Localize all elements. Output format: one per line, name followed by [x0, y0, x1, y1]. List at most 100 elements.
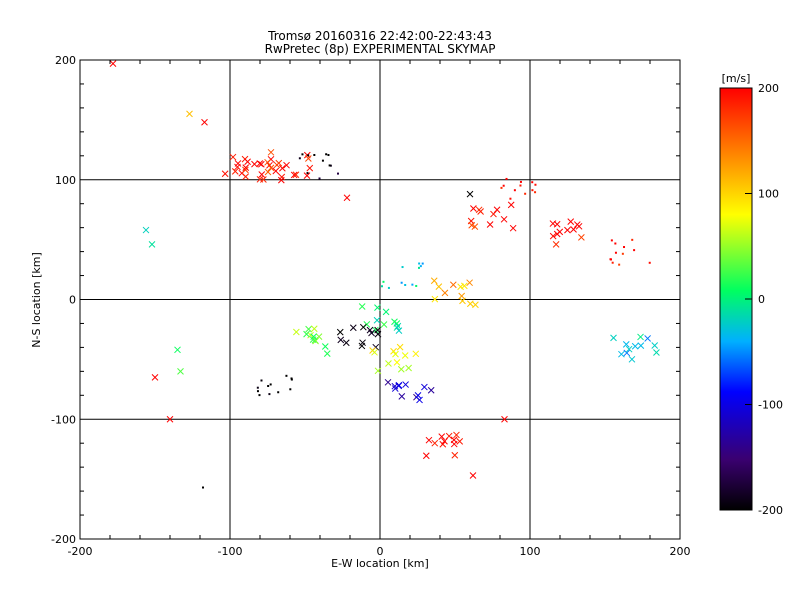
data-point-dot	[269, 383, 272, 386]
data-point-x	[343, 194, 351, 202]
data-point-x	[567, 218, 575, 225]
data-point-x	[242, 173, 250, 180]
data-point-dot	[500, 186, 503, 189]
data-point-x	[500, 215, 508, 223]
data-point-dot	[623, 246, 626, 249]
data-point-dot	[387, 286, 390, 289]
data-point-x	[552, 241, 560, 248]
data-point-x	[279, 164, 286, 172]
data-point-dot	[313, 153, 316, 156]
data-point-x	[435, 283, 443, 291]
data-point-x	[264, 168, 272, 176]
data-point-x	[622, 341, 630, 348]
data-point-x	[449, 281, 457, 289]
x-axis-ticks: -200 -100 0 100 200	[68, 60, 691, 558]
data-point-x	[267, 164, 275, 172]
data-point-x	[653, 349, 660, 356]
data-point-x	[507, 201, 515, 209]
data-point-x	[256, 160, 264, 167]
data-point-x	[477, 208, 484, 215]
data-point-x	[303, 172, 311, 179]
data-point-x	[177, 367, 184, 375]
data-point-dot	[519, 184, 522, 187]
data-point-x	[396, 343, 404, 351]
data-point-x	[372, 326, 379, 334]
y-axis-ticks: -200 -100 0 100 200	[51, 54, 680, 546]
data-point-x	[277, 176, 285, 184]
data-point-x	[374, 330, 382, 338]
data-point-x	[321, 343, 329, 350]
data-point-dot	[256, 386, 259, 389]
data-point-x	[349, 324, 357, 332]
data-point-x	[392, 350, 399, 358]
data-point-x	[174, 346, 181, 354]
chart-title: Tromsø 20160316 22:42:00-22:43:43	[267, 29, 492, 43]
plot-frame	[79, 59, 681, 540]
data-point-x	[310, 325, 318, 333]
data-point-dot	[290, 378, 293, 381]
data-point-dot	[337, 172, 340, 175]
data-point-x	[385, 360, 392, 367]
data-point-dot	[534, 191, 537, 194]
data-point-x	[234, 163, 241, 171]
data-point-dot	[321, 159, 324, 162]
data-point-x	[625, 345, 633, 353]
data-point-dot	[401, 266, 404, 269]
colorbar-tick-label: 0	[758, 293, 765, 306]
data-point-x	[460, 282, 468, 290]
data-point-dot	[513, 189, 516, 192]
data-points	[109, 60, 660, 489]
data-point-dot	[260, 379, 263, 382]
colorbar-tick-label: -100	[758, 399, 783, 412]
data-point-dot	[631, 238, 634, 241]
data-point-dot	[267, 385, 270, 388]
data-point-x	[257, 160, 265, 168]
data-point-x	[431, 439, 439, 447]
data-point-x	[109, 60, 117, 67]
data-point-dot	[306, 172, 309, 175]
y-tick-label: -200	[51, 533, 76, 546]
data-point-x	[374, 304, 381, 312]
data-point-x	[242, 164, 250, 171]
data-point-x	[391, 318, 398, 326]
data-point-dot	[277, 391, 280, 394]
data-point-x	[306, 164, 314, 172]
data-point-x	[628, 355, 636, 363]
data-point-dot	[610, 239, 613, 242]
data-point-dot	[524, 192, 527, 195]
data-point-x	[422, 452, 430, 460]
data-point-x	[290, 171, 298, 179]
data-point-x	[459, 297, 466, 305]
data-point-x	[553, 230, 561, 238]
data-point-x	[382, 308, 390, 316]
data-point-x	[493, 206, 501, 214]
data-point-x	[469, 472, 477, 479]
data-point-x	[337, 336, 345, 344]
data-point-dot	[519, 180, 522, 183]
data-point-dot	[258, 394, 261, 397]
data-point-x	[201, 118, 208, 126]
data-point-x	[573, 221, 581, 228]
data-point-dot	[633, 249, 636, 252]
data-point-x	[471, 223, 479, 230]
data-point-x	[260, 176, 267, 183]
colorbar-tick-label: 100	[758, 188, 779, 201]
data-point-x	[395, 327, 403, 334]
data-point-x	[384, 378, 392, 386]
x-tick-label: -100	[218, 545, 243, 558]
colorbar-ticks: 200 100 0 -100 -200	[745, 82, 783, 517]
data-point-x	[631, 342, 639, 350]
y-tick-label: 0	[69, 294, 76, 307]
data-point-x	[267, 148, 275, 156]
data-point-dot	[301, 153, 304, 156]
data-point-x	[358, 303, 366, 310]
y-tick-label: -100	[51, 413, 76, 426]
data-point-x	[486, 221, 494, 228]
data-point-dot	[285, 374, 288, 377]
data-point-dot	[328, 164, 331, 167]
data-point-dot	[509, 197, 512, 200]
data-point-x	[166, 415, 174, 423]
data-point-x	[397, 365, 405, 373]
data-point-dot	[502, 184, 505, 187]
data-point-dot	[268, 393, 271, 396]
